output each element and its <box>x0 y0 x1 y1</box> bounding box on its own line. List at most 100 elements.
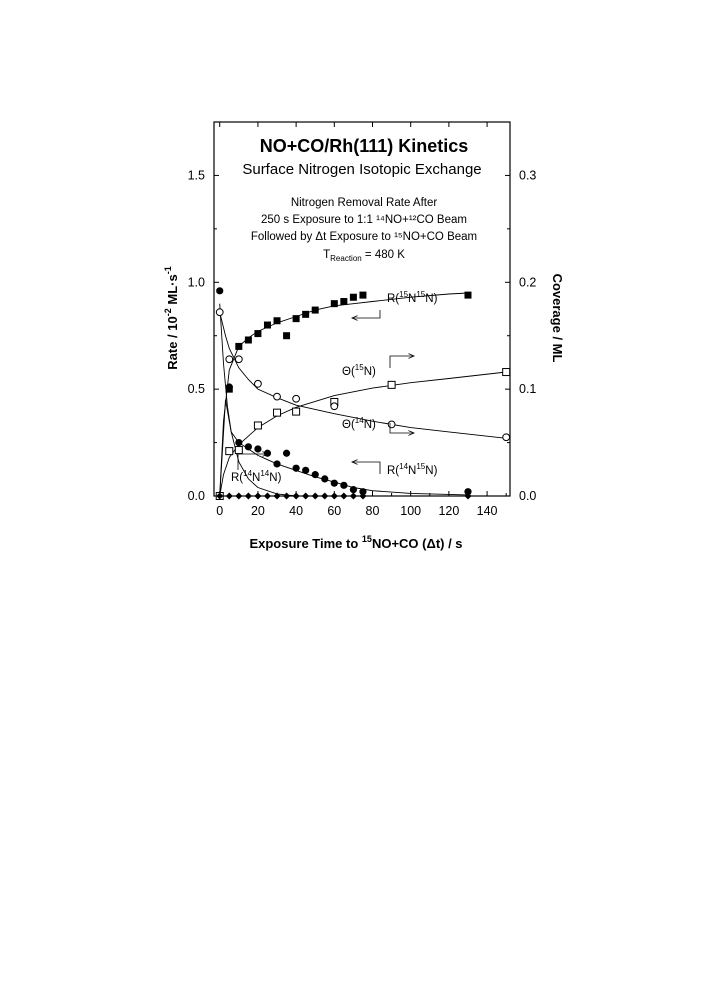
data-point-r1414 <box>302 492 310 500</box>
data-point-r1414 <box>254 492 262 500</box>
pointer-r1414 <box>237 453 268 470</box>
y-left-tick-label: 1.5 <box>188 168 205 182</box>
data-point-r1414 <box>244 492 252 500</box>
data-point-r1414 <box>330 492 338 500</box>
data-point-r1415 <box>263 449 272 457</box>
data-point-theta15 <box>225 447 234 456</box>
data-point-r1414 <box>311 492 319 500</box>
data-point-r1515 <box>359 291 367 299</box>
data-point-theta15 <box>273 408 282 417</box>
data-point-r1415 <box>464 488 472 496</box>
data-point-r1515 <box>302 310 310 318</box>
data-point-r1415 <box>330 479 338 487</box>
x-axis-label: Exposure Time to 15NO+CO (Δt) / s <box>249 534 462 551</box>
x-tick-label: 20 <box>251 504 265 518</box>
data-point-r1414 <box>464 492 472 500</box>
data-point-theta14 <box>215 308 224 317</box>
data-point-r1515 <box>273 317 281 325</box>
data-point-r1415 <box>340 481 348 489</box>
fit-curve-r1414 <box>219 303 297 497</box>
data-point-r1414 <box>225 492 233 500</box>
data-point-r1515 <box>330 300 338 308</box>
data-point-r1414 <box>283 492 291 500</box>
reaction-temperature: TReaction = 480 K <box>323 249 405 263</box>
series-label-r1515: R(15N15N) <box>387 290 438 305</box>
y-right-tick-label: 0.0 <box>519 489 536 503</box>
data-point-r1515 <box>254 330 262 338</box>
data-point-r1515 <box>244 336 252 344</box>
pointer-r1415-head <box>350 459 358 465</box>
data-point-r1414 <box>292 492 300 500</box>
label-pointers <box>237 310 416 474</box>
data-point-r1515 <box>283 332 291 340</box>
data-point-theta15 <box>502 368 511 377</box>
y-right-tick-label: 0.3 <box>519 168 536 182</box>
x-tick-label: 60 <box>327 504 341 518</box>
data-point-r1415 <box>216 287 224 295</box>
data-point-r1515 <box>263 321 271 329</box>
data-point-theta15 <box>234 446 243 455</box>
x-tick-label: 140 <box>477 504 498 518</box>
y-left-tick-label: 0.5 <box>188 382 205 396</box>
data-point-theta14 <box>234 355 243 364</box>
y-right-tick-label: 0.1 <box>519 382 536 396</box>
annotation-line-2: 250 s Exposure to 1:1 ¹⁴NO+¹²CO Beam <box>261 214 467 226</box>
series-label-theta15: Θ(15N) <box>342 363 376 378</box>
chart-subtitle: Surface Nitrogen Isotopic Exchange <box>242 161 481 178</box>
data-point-theta14 <box>225 355 234 364</box>
data-point-r1515 <box>235 342 243 350</box>
y-left-tick-label: 0.0 <box>188 489 205 503</box>
chart-title: NO+CO/Rh(111) Kinetics <box>260 136 469 156</box>
data-point-r1415 <box>235 438 243 447</box>
data-point-theta14 <box>502 433 511 442</box>
data-point-r1415 <box>359 488 367 496</box>
data-point-r1415 <box>321 475 329 483</box>
data-marks <box>215 287 511 500</box>
data-point-r1414 <box>340 492 348 500</box>
series-label-r1414: R(14N14N) <box>231 469 282 484</box>
data-point-r1414 <box>235 492 243 500</box>
fit-curve-theta15 <box>219 371 507 497</box>
data-point-r1415 <box>349 485 358 494</box>
data-point-theta15 <box>253 421 262 430</box>
data-point-r1415 <box>244 443 252 451</box>
data-point-r1515 <box>349 293 357 301</box>
data-point-r1415 <box>273 460 281 468</box>
plot-border <box>213 121 511 497</box>
data-point-theta14 <box>273 392 281 401</box>
data-point-r1515 <box>464 291 472 299</box>
y-left-tick-label: 1.0 <box>188 275 205 289</box>
y-axis-left-label: Rate / 10-2 ML·s-1 <box>163 266 180 369</box>
x-tick-label: 120 <box>438 504 459 518</box>
data-point-r1415 <box>302 466 310 474</box>
data-point-theta14 <box>292 394 301 403</box>
data-point-r1414 <box>359 492 367 500</box>
series-label-theta14: Θ(14N) <box>342 416 376 431</box>
annotation-line-1: Nitrogen Removal Rate After <box>291 197 438 209</box>
data-point-r1414 <box>349 492 357 500</box>
data-point-r1414 <box>263 492 271 500</box>
data-point-theta15 <box>292 407 301 416</box>
data-point-r1414 <box>273 492 281 500</box>
y-axis-right-label: Coverage / ML <box>550 274 565 363</box>
data-point-r1414 <box>216 492 224 500</box>
pointer-r1415 <box>352 461 381 474</box>
y-right-tick-label: 0.2 <box>519 275 536 289</box>
data-point-r1415 <box>225 383 233 391</box>
x-tick-label: 40 <box>289 504 303 518</box>
data-point-r1515 <box>292 315 300 323</box>
pointer-theta15 <box>389 355 414 368</box>
plot-frame <box>213 121 511 497</box>
data-point-theta15 <box>387 380 396 389</box>
axis-ticks: 0 20 40 60 80 100 120 140 0.0 0.5 1.0 1.5 0.0 0.1 0.2 0… <box>188 122 536 518</box>
pointer-r1515-head <box>350 315 358 321</box>
x-tick-label: 0 <box>216 504 223 518</box>
pointer-theta15-head <box>408 353 416 359</box>
data-point-r1415 <box>311 471 319 479</box>
pointer-theta14 <box>389 423 414 434</box>
x-tick-label: 100 <box>400 504 421 518</box>
x-tick-label: 80 <box>366 504 380 518</box>
pointer-r1414-head <box>262 451 270 457</box>
data-point-r1515 <box>311 306 319 314</box>
